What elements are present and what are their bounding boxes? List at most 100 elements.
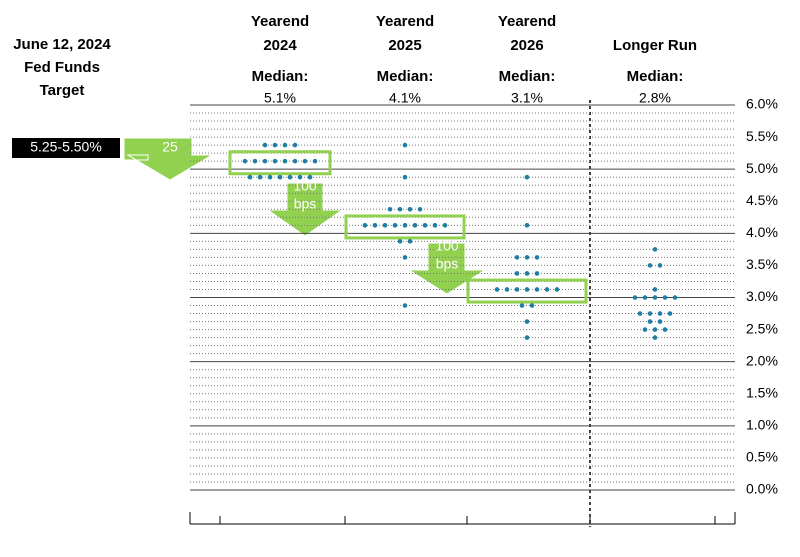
annotation: bps: [436, 256, 459, 272]
left-label: Target: [40, 82, 85, 99]
dot: [267, 174, 273, 180]
dot: [397, 206, 403, 212]
dot: [402, 223, 408, 228]
dot: [262, 142, 268, 148]
dot: [514, 287, 520, 292]
dot: [652, 335, 658, 340]
dot: [282, 142, 288, 148]
column-title: Yearend: [498, 13, 556, 30]
dot: [287, 174, 293, 180]
dot: [534, 255, 540, 260]
dot: [262, 158, 268, 164]
dot: [297, 174, 303, 180]
y-tick-label: 5.0%: [746, 160, 778, 176]
dot: [494, 287, 500, 292]
dot: [534, 287, 540, 292]
dot: [544, 287, 550, 292]
dot: [292, 158, 298, 164]
dot: [292, 142, 298, 148]
dot: [252, 158, 258, 164]
target-box: [12, 138, 120, 158]
dot: [312, 158, 318, 164]
dot: [524, 223, 530, 228]
y-tick-label: 6.0%: [746, 96, 778, 112]
dot: [672, 295, 678, 300]
dot: [652, 295, 658, 300]
median-box: [344, 214, 466, 240]
annotation: 100: [293, 178, 317, 194]
column-title: 2024: [263, 37, 297, 54]
left-label: June 12, 2024: [13, 36, 111, 53]
dot: [662, 327, 668, 332]
dot: [529, 303, 535, 308]
dot: [302, 158, 308, 164]
dot: [647, 319, 653, 324]
median-box: [466, 278, 588, 304]
dot: [642, 327, 648, 332]
dot: [524, 335, 530, 340]
median-value: 3.1%: [511, 90, 543, 106]
dot: [514, 255, 520, 260]
dot: [422, 223, 428, 228]
column-title: 2026: [510, 37, 543, 54]
dot: [637, 311, 643, 316]
median-caption: Median:: [377, 68, 434, 85]
dot: [277, 174, 283, 180]
dot: [432, 223, 438, 228]
dot: [554, 287, 560, 292]
dot: [382, 223, 388, 228]
dot: [524, 319, 530, 324]
dot: [387, 206, 393, 212]
y-tick-label: 1.0%: [746, 417, 778, 433]
column-title: 2025: [388, 37, 421, 54]
dot: [247, 174, 253, 180]
dot: [442, 223, 448, 228]
dot: [282, 158, 288, 164]
dot: [402, 174, 408, 180]
median-box: [228, 150, 332, 176]
arrow: [123, 137, 214, 181]
dot: [242, 158, 248, 164]
dot: [272, 158, 278, 164]
dot: [657, 263, 663, 268]
dot: [652, 287, 658, 292]
dot: [402, 142, 408, 148]
y-tick-label: 3.0%: [746, 288, 778, 304]
dot: [514, 271, 520, 276]
y-tick-label: 0.0%: [746, 481, 778, 497]
median-value: 5.1%: [264, 90, 296, 106]
median-caption: Median:: [627, 68, 684, 85]
median-caption: Median:: [252, 68, 309, 85]
dot: [642, 295, 648, 300]
dot: [402, 255, 408, 260]
column-title: Yearend: [251, 13, 309, 30]
annotation: bps: [294, 196, 317, 212]
dot: [524, 255, 530, 260]
dot: [504, 287, 510, 292]
y-tick-label: 5.5%: [746, 128, 778, 144]
y-tick-label: 0.5%: [746, 449, 778, 465]
dot: [397, 239, 403, 244]
dot: [657, 311, 663, 316]
dot: [257, 174, 263, 180]
dot: [647, 311, 653, 316]
dot: [272, 142, 278, 148]
column-title: Yearend: [376, 13, 434, 30]
dot: [524, 271, 530, 276]
y-tick-label: 2.0%: [746, 352, 778, 368]
dot: [632, 295, 638, 300]
dot: [407, 206, 413, 212]
dot: [652, 247, 658, 252]
annotation: 25: [162, 139, 178, 155]
dot: [647, 263, 653, 268]
dot: [519, 303, 525, 308]
dot: [652, 327, 658, 332]
dot: [657, 319, 663, 324]
dot: [362, 223, 368, 228]
dot: [534, 271, 540, 276]
dot: [417, 206, 423, 212]
column-title: Longer Run: [613, 37, 697, 54]
dot: [402, 303, 408, 308]
median-value: 4.1%: [389, 90, 421, 106]
